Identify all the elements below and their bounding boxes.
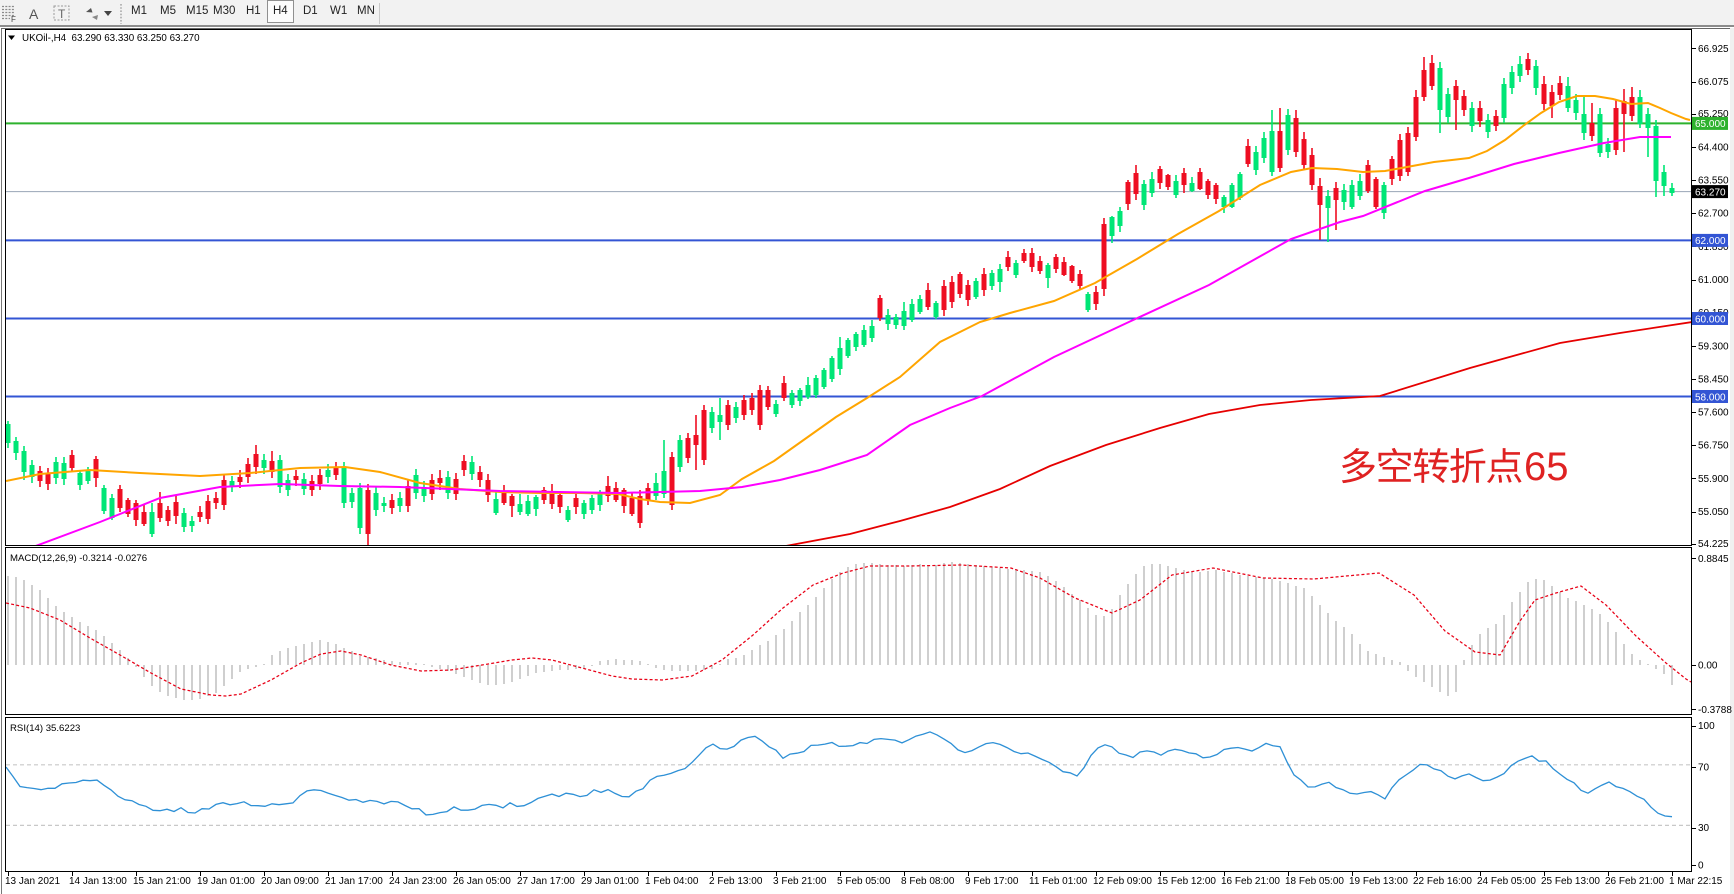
svg-text:T: T — [58, 7, 66, 21]
svg-text:9 Feb 17:00: 9 Feb 17:00 — [965, 876, 1019, 887]
svg-text:58.000: 58.000 — [1695, 392, 1726, 403]
svg-text:30: 30 — [1698, 823, 1710, 834]
svg-text:14 Jan 13:00: 14 Jan 13:00 — [69, 876, 127, 887]
svg-text:63.270: 63.270 — [1695, 187, 1726, 198]
svg-text:56.750: 56.750 — [1698, 441, 1729, 452]
svg-text:A: A — [29, 6, 39, 22]
svg-text:2 Feb 13:00: 2 Feb 13:00 — [709, 876, 763, 887]
svg-text:64.400: 64.400 — [1698, 142, 1729, 153]
svg-text:16 Feb 21:00: 16 Feb 21:00 — [1221, 876, 1280, 887]
svg-text:19 Feb 13:00: 19 Feb 13:00 — [1349, 876, 1408, 887]
svg-text:24 Feb 05:00: 24 Feb 05:00 — [1477, 876, 1536, 887]
svg-text:58.450: 58.450 — [1698, 374, 1729, 385]
svg-text:20 Jan 09:00: 20 Jan 09:00 — [261, 876, 319, 887]
svg-text:65.250: 65.250 — [1698, 109, 1729, 120]
svg-text:15 Jan 21:00: 15 Jan 21:00 — [133, 876, 191, 887]
svg-text:8 Feb 08:00: 8 Feb 08:00 — [901, 876, 955, 887]
svg-text:25 Feb 13:00: 25 Feb 13:00 — [1541, 876, 1600, 887]
svg-text:26 Jan 05:00: 26 Jan 05:00 — [453, 876, 511, 887]
svg-text:11 Feb 01:00: 11 Feb 01:00 — [1029, 876, 1088, 887]
svg-text:63.550: 63.550 — [1698, 176, 1729, 187]
svg-text:21 Jan 17:00: 21 Jan 17:00 — [325, 876, 383, 887]
svg-text:F: F — [11, 15, 16, 24]
svg-text:65: 65 — [1524, 445, 1569, 489]
svg-text:61.000: 61.000 — [1698, 275, 1729, 286]
svg-text:1 Feb 04:00: 1 Feb 04:00 — [645, 876, 699, 887]
svg-text:12 Feb 09:00: 12 Feb 09:00 — [1093, 876, 1152, 887]
svg-text:62.000: 62.000 — [1695, 236, 1726, 247]
svg-text:62.700: 62.700 — [1698, 209, 1729, 220]
svg-text:55.050: 55.050 — [1698, 507, 1729, 518]
svg-text:RSI(14) 35.6223: RSI(14) 35.6223 — [10, 723, 80, 734]
svg-text:27 Jan 17:00: 27 Jan 17:00 — [517, 876, 575, 887]
svg-text:0: 0 — [1698, 861, 1704, 872]
svg-text:66.925: 66.925 — [1698, 44, 1729, 55]
svg-text:26 Feb 21:00: 26 Feb 21:00 — [1605, 876, 1664, 887]
svg-text:15 Feb 12:00: 15 Feb 12:00 — [1157, 876, 1216, 887]
svg-text:5 Feb 05:00: 5 Feb 05:00 — [837, 876, 891, 887]
svg-text:19 Jan 01:00: 19 Jan 01:00 — [197, 876, 255, 887]
svg-text:66.075: 66.075 — [1698, 77, 1729, 88]
svg-text:18 Feb 05:00: 18 Feb 05:00 — [1285, 876, 1344, 887]
svg-text:13 Jan 2021: 13 Jan 2021 — [5, 876, 60, 887]
svg-text:70: 70 — [1698, 762, 1710, 773]
svg-text:57.600: 57.600 — [1698, 408, 1729, 419]
svg-text:60.000: 60.000 — [1695, 314, 1726, 325]
svg-text:-0.3788: -0.3788 — [1698, 705, 1732, 716]
svg-text:1 Mar 22:15: 1 Mar 22:15 — [1669, 876, 1723, 887]
svg-text:UKOil-,H4 63.290 63.330 63.25: UKOil-,H4 63.290 63.330 63.250 63.270 — [22, 33, 200, 44]
svg-text:100: 100 — [1698, 721, 1715, 732]
svg-text:54.225: 54.225 — [1698, 539, 1729, 550]
svg-text:0.00: 0.00 — [1698, 661, 1718, 672]
svg-text:22 Feb 16:00: 22 Feb 16:00 — [1413, 876, 1472, 887]
svg-text:61.850: 61.850 — [1698, 242, 1729, 253]
svg-text:MACD(12,26,9) -0.3214 -0.0276: MACD(12,26,9) -0.3214 -0.0276 — [10, 553, 147, 564]
svg-text:0.8845: 0.8845 — [1698, 554, 1729, 565]
svg-text:59.300: 59.300 — [1698, 341, 1729, 352]
svg-text:65.000: 65.000 — [1695, 119, 1726, 130]
svg-text:24 Jan 23:00: 24 Jan 23:00 — [389, 876, 447, 887]
svg-text:55.900: 55.900 — [1698, 474, 1729, 485]
svg-text:3 Feb 21:00: 3 Feb 21:00 — [773, 876, 827, 887]
svg-text:29 Jan 01:00: 29 Jan 01:00 — [581, 876, 639, 887]
